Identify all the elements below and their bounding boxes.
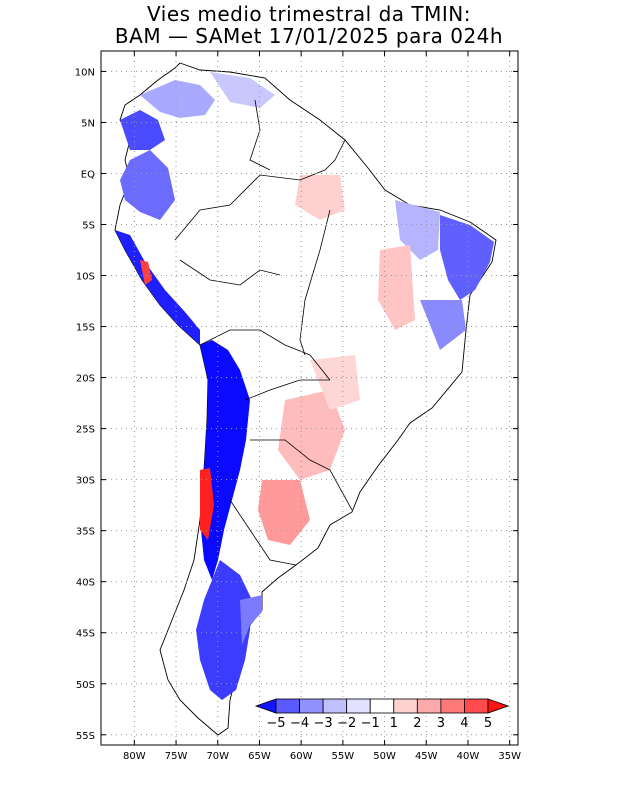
map-title-line2: BAM — SAMet 17/01/2025 para 024h xyxy=(114,24,504,48)
lon-tick-label: 35W xyxy=(498,751,521,762)
colorbar-swatch xyxy=(369,698,395,714)
lon-tick-label: 70W xyxy=(206,751,229,762)
lat-tick-label: 5N xyxy=(81,118,95,129)
map-frame xyxy=(100,50,519,746)
map-title-line1: Vies medio trimestral da TMIN: xyxy=(147,2,471,26)
colorbar-label: −5 xyxy=(266,716,285,731)
colorbar-swatch xyxy=(275,698,300,714)
colorbar-swatch xyxy=(393,698,418,714)
lon-tick-label: 40W xyxy=(457,751,480,762)
lon-tick-label: 65W xyxy=(248,751,271,762)
longitude-axis: 80W 75W 70W 65W 60W 55W 50W 45W 40W 35W xyxy=(123,51,521,762)
colorbar-swatch xyxy=(299,698,324,714)
lat-tick-label: 15S xyxy=(76,323,95,334)
bias-shading xyxy=(115,72,494,700)
lon-tick-label: 60W xyxy=(290,751,313,762)
map-plot-area xyxy=(101,51,518,745)
lat-tick-label: 25S xyxy=(76,425,95,436)
colorbar-label: −4 xyxy=(290,716,309,731)
colorbar-swatch xyxy=(346,698,371,714)
colorbar-label: 1 xyxy=(390,716,398,731)
colorbar-upper-arrow xyxy=(487,698,510,714)
lat-tick-label: EQ xyxy=(81,169,95,180)
lat-tick-label: 30S xyxy=(76,476,95,487)
lat-tick-label: 10N xyxy=(75,67,95,78)
colorbar-label: 4 xyxy=(460,716,468,731)
latitude-axis: 10N 5N EQ 5S 10S 15S 20S 25S 30S 35S 40S 45S 50S 55S xyxy=(75,67,518,742)
lat-tick-label: 10S xyxy=(76,272,95,283)
colorbar-swatch xyxy=(464,698,489,714)
colorbar-swatch xyxy=(322,698,348,714)
lat-tick-label: 40S xyxy=(76,578,95,589)
colorbar-label: 2 xyxy=(413,716,421,731)
lon-tick-label: 55W xyxy=(332,751,355,762)
lat-tick-label: 50S xyxy=(76,680,95,691)
graticule-grid xyxy=(101,51,518,745)
lat-tick-label: 35S xyxy=(76,527,95,538)
lat-tick-label: 5S xyxy=(82,221,95,232)
colorbar: −5 −4 −3 −2 −1 1 2 3 4 5 xyxy=(254,698,510,731)
lat-tick-label: 55S xyxy=(76,731,95,742)
colorbar-label: −1 xyxy=(361,716,380,731)
colorbar-label: 3 xyxy=(437,716,445,731)
lon-tick-label: 75W xyxy=(165,751,188,762)
colorbar-label: 5 xyxy=(484,716,492,731)
colorbar-label: −2 xyxy=(337,716,356,731)
colorbar-label: −3 xyxy=(314,716,333,731)
colorbar-swatch xyxy=(440,698,465,714)
lon-tick-label: 80W xyxy=(123,751,146,762)
lat-tick-label: 20S xyxy=(76,374,95,385)
lon-tick-label: 45W xyxy=(415,751,438,762)
lon-tick-label: 50W xyxy=(373,751,396,762)
country-borders xyxy=(174,99,353,566)
colorbar-swatch xyxy=(416,698,442,714)
lat-tick-label: 45S xyxy=(76,629,95,640)
